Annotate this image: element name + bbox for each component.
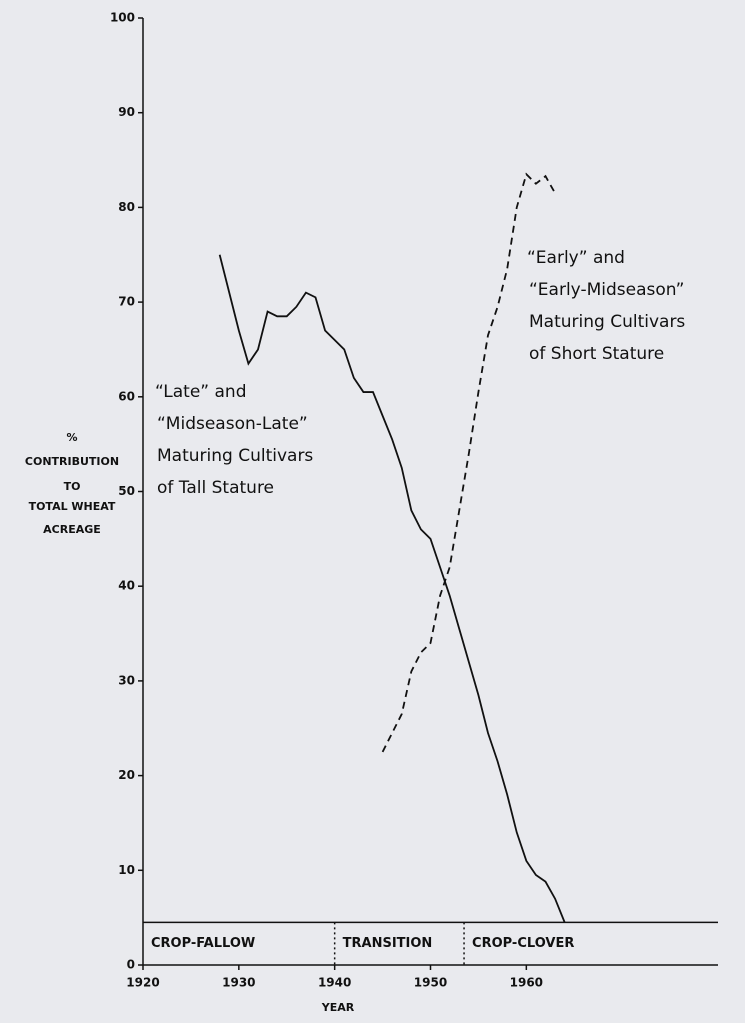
x-tick-label: 1920 xyxy=(126,976,159,990)
line-series xyxy=(218,254,566,923)
line-series xyxy=(381,172,556,753)
annotation: of Short Stature xyxy=(529,344,664,364)
x-tick-label: 1950 xyxy=(414,976,447,990)
y-tick-label: 90 xyxy=(118,105,135,119)
y-tick-label: 0 xyxy=(127,958,135,972)
y-tick-label: 50 xyxy=(118,484,135,498)
y-axis-label: ACREAGE xyxy=(43,523,101,536)
y-tick-label: 60 xyxy=(118,389,135,403)
y-tick-label: 10 xyxy=(118,863,135,877)
y-tick-label: 80 xyxy=(118,200,135,214)
y-axis-label: CONTRIBUTION xyxy=(25,455,119,468)
period-label: CROP-CLOVER xyxy=(472,936,574,951)
y-tick-label: 70 xyxy=(118,295,135,309)
x-tick-label: 1930 xyxy=(222,976,255,990)
period-label: TRANSITION xyxy=(343,936,433,951)
y-tick-label: 30 xyxy=(118,673,135,687)
y-tick-label: 100 xyxy=(110,11,135,25)
annotation: “Early” and xyxy=(527,248,625,268)
annotation: Maturing Cultivars xyxy=(529,312,685,332)
x-axis-label: YEAR xyxy=(321,1001,355,1014)
x-tick-label: 1940 xyxy=(318,976,351,990)
annotation: “Midseason-Late” xyxy=(157,414,308,434)
annotation: “Early-Midseason” xyxy=(529,280,684,300)
y-axis-label: TOTAL WHEAT xyxy=(29,500,116,513)
y-tick-label: 40 xyxy=(118,579,135,593)
x-tick-label: 1960 xyxy=(510,976,543,990)
period-label: CROP-FALLOW xyxy=(151,936,255,951)
y-axis-label: % xyxy=(66,431,77,444)
annotation: of Tall Stature xyxy=(157,478,274,498)
annotation: “Late” and xyxy=(155,382,247,402)
y-tick-label: 20 xyxy=(118,768,135,782)
annotation: Maturing Cultivars xyxy=(157,446,313,466)
y-axis-label: TO xyxy=(64,480,81,493)
